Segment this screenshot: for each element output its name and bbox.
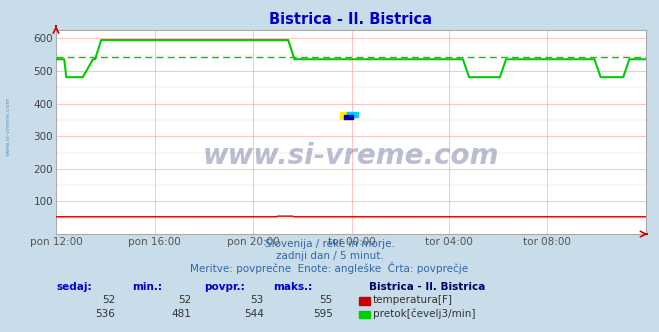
Text: Meritve: povprečne  Enote: angleške  Črta: povprečje: Meritve: povprečne Enote: angleške Črta:… (190, 262, 469, 274)
Text: temperatura[F]: temperatura[F] (373, 295, 453, 305)
Text: 53: 53 (250, 295, 264, 305)
Text: maks.:: maks.: (273, 282, 313, 292)
Title: Bistrica - Il. Bistrica: Bistrica - Il. Bistrica (270, 12, 432, 27)
FancyBboxPatch shape (345, 115, 353, 119)
Text: Bistrica - Il. Bistrica: Bistrica - Il. Bistrica (369, 282, 486, 292)
Text: 481: 481 (171, 309, 191, 319)
Text: min.:: min.: (132, 282, 162, 292)
Text: zadnji dan / 5 minut.: zadnji dan / 5 minut. (275, 251, 384, 261)
Text: 595: 595 (313, 309, 333, 319)
Text: sedaj:: sedaj: (56, 282, 92, 292)
Text: 55: 55 (320, 295, 333, 305)
Text: 52: 52 (102, 295, 115, 305)
Text: Slovenija / reke in morje.: Slovenija / reke in morje. (264, 239, 395, 249)
Text: 536: 536 (96, 309, 115, 319)
Text: 544: 544 (244, 309, 264, 319)
FancyBboxPatch shape (347, 112, 358, 117)
Text: www.si-vreme.com: www.si-vreme.com (6, 96, 11, 156)
Text: 52: 52 (178, 295, 191, 305)
Text: www.si-vreme.com: www.si-vreme.com (203, 142, 499, 170)
FancyBboxPatch shape (340, 112, 353, 119)
Text: povpr.:: povpr.: (204, 282, 245, 292)
Text: pretok[čevelj3/min]: pretok[čevelj3/min] (373, 308, 476, 319)
